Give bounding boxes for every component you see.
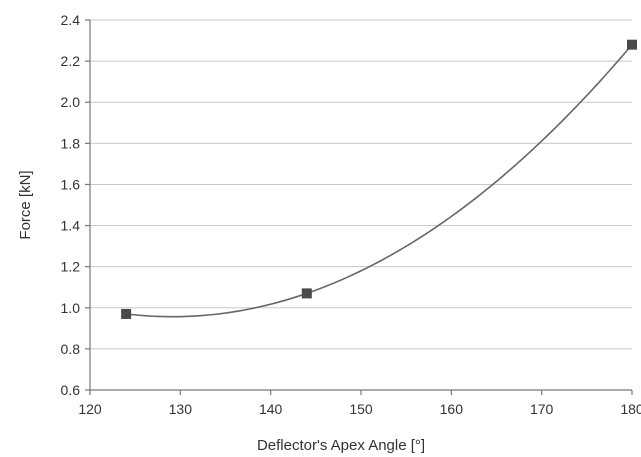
x-tick-labels: 120 130 140 150 160 170 180 bbox=[78, 401, 641, 417]
axes bbox=[85, 19, 633, 395]
x-tick-label-0: 120 bbox=[78, 401, 102, 417]
x-tick-label-5: 170 bbox=[530, 401, 554, 417]
y-tick-label-5: 1.6 bbox=[61, 176, 81, 192]
x-tick-label-1: 130 bbox=[169, 401, 193, 417]
x-tick-label-6: 180 bbox=[620, 401, 641, 417]
x-axis-title: Deflector's Apex Angle [°] bbox=[257, 437, 425, 454]
y-tick-label-0: 0.6 bbox=[61, 382, 81, 398]
y-tick-labels: 0.6 0.8 1.0 1.2 1.4 1.6 1.8 2.0 2.2 2.4 bbox=[61, 12, 81, 398]
y-tick-label-9: 2.4 bbox=[61, 12, 81, 28]
x-tick-label-3: 150 bbox=[349, 401, 373, 417]
y-tick-label-7: 2.0 bbox=[61, 94, 81, 110]
y-tick-label-8: 2.2 bbox=[61, 53, 81, 69]
data-point-2 bbox=[627, 39, 637, 50]
y-axis-title: Force [kN] bbox=[17, 170, 34, 239]
gridlines bbox=[90, 19, 632, 350]
trend-line bbox=[126, 44, 633, 318]
data-point-1 bbox=[301, 288, 312, 299]
y-tick-label-1: 0.8 bbox=[61, 341, 81, 357]
x-tick-label-2: 140 bbox=[259, 401, 283, 417]
y-tick-label-2: 1.0 bbox=[61, 300, 81, 316]
x-tick-label-4: 160 bbox=[440, 401, 464, 417]
data-points bbox=[121, 39, 637, 319]
y-tick-label-3: 1.2 bbox=[61, 259, 81, 275]
y-tick-label-4: 1.4 bbox=[61, 218, 81, 234]
y-tick-label-6: 1.8 bbox=[61, 135, 81, 151]
data-point-0 bbox=[121, 308, 132, 319]
